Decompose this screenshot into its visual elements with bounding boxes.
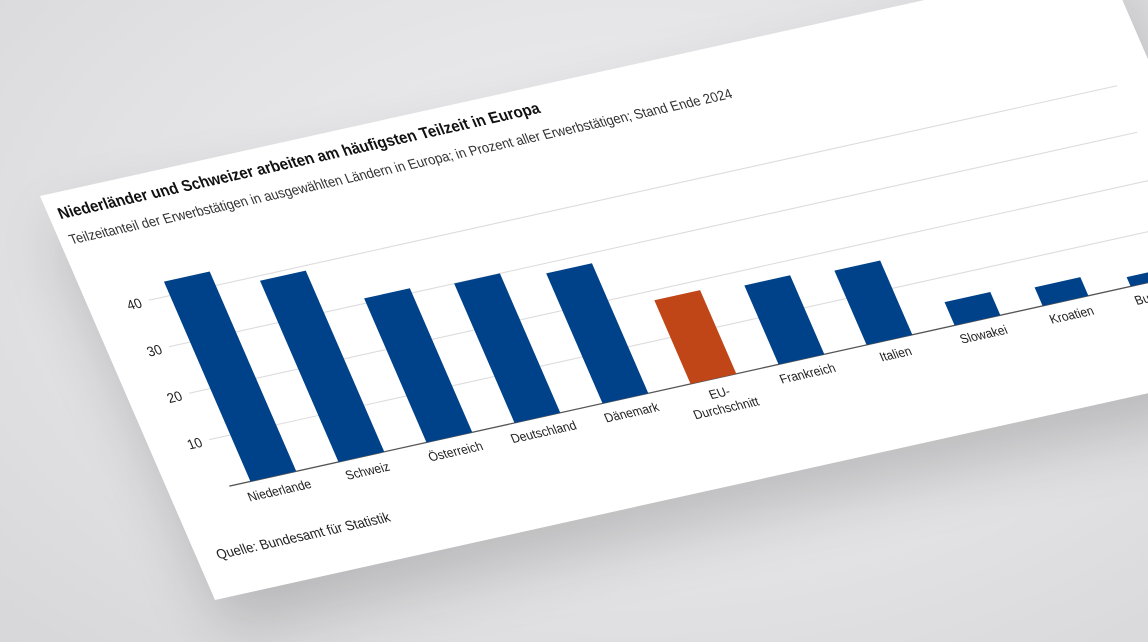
bar-deutschland bbox=[454, 273, 561, 423]
bar-italien bbox=[834, 260, 913, 345]
x-category-label-line: Slowakei bbox=[958, 323, 1010, 347]
x-category-label-line: Italien bbox=[877, 344, 914, 364]
bar-dänemark bbox=[546, 263, 649, 404]
gridline bbox=[188, 178, 1148, 394]
bar-österreich bbox=[364, 288, 473, 443]
x-category-label: Kroatien bbox=[1047, 304, 1096, 327]
bar-chart: 10203040NiederlandeSchweizÖsterreichDeut… bbox=[124, 85, 1148, 504]
chart-card: Niederländer und Schweizer arbeiten am h… bbox=[40, 0, 1148, 600]
x-category-label-line: Bulgarien bbox=[1132, 283, 1148, 307]
bar-schweiz bbox=[259, 270, 385, 462]
x-category-label-line: EU- bbox=[707, 384, 733, 402]
x-category-label-line: Österreich bbox=[426, 439, 485, 464]
x-category-label: Frankreich bbox=[777, 361, 838, 387]
x-category-label: Italien bbox=[877, 344, 914, 364]
x-category-label-line: Niederlande bbox=[245, 477, 313, 504]
x-category-label: Bulgarien bbox=[1132, 283, 1148, 307]
x-category-label-line: Frankreich bbox=[777, 361, 838, 387]
x-category-label: Österreich bbox=[426, 439, 485, 464]
x-category-label-line: Kroatien bbox=[1047, 304, 1096, 327]
y-tick-label: 10 bbox=[185, 435, 206, 453]
gridline bbox=[148, 85, 1118, 301]
bar-slowakei bbox=[944, 292, 1001, 326]
y-tick-label: 30 bbox=[144, 342, 165, 360]
x-category-label-line: Schweiz bbox=[343, 460, 392, 483]
y-tick-label: 40 bbox=[124, 295, 145, 313]
bar-bulgarien bbox=[1126, 266, 1148, 287]
x-category-label: Dänemark bbox=[602, 400, 662, 426]
x-category-label: EU-Durchschnitt bbox=[684, 379, 761, 422]
bar-eu-durchschnitt bbox=[654, 290, 737, 384]
bar-kroatien bbox=[1034, 277, 1089, 306]
y-tick-label: 20 bbox=[165, 388, 186, 406]
x-category-label-line: Dänemark bbox=[602, 400, 662, 426]
x-category-label: Schweiz bbox=[343, 460, 392, 483]
bar-niederlande bbox=[163, 271, 297, 482]
x-category-label: Slowakei bbox=[958, 323, 1010, 347]
gridline bbox=[168, 131, 1138, 348]
x-category-label: Niederlande bbox=[245, 477, 313, 504]
bar-frankreich bbox=[744, 275, 825, 365]
